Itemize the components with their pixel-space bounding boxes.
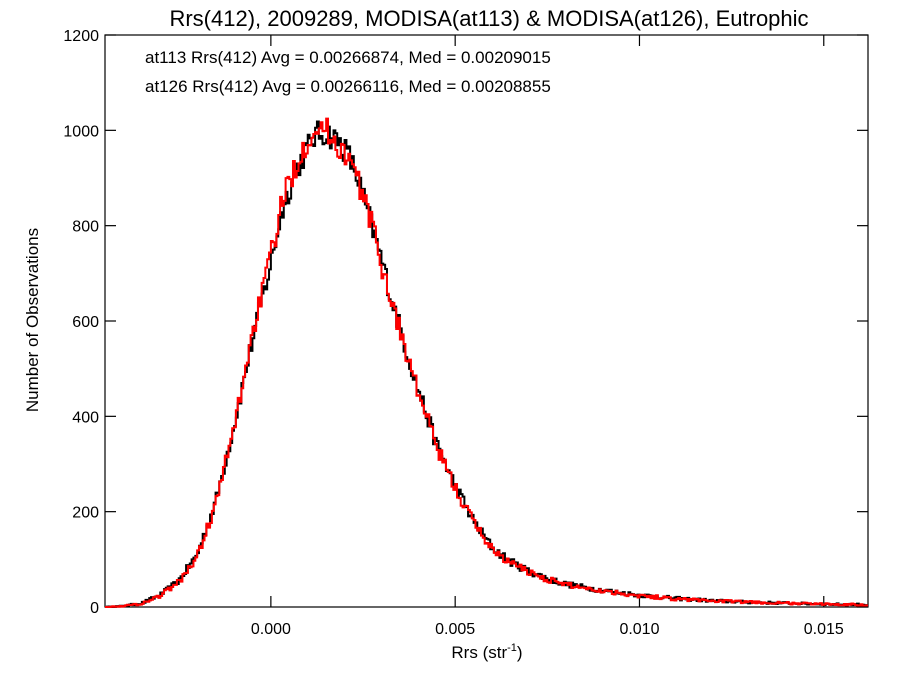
series-line-at113	[105, 120, 868, 608]
x-axis-label-close: )	[517, 643, 523, 662]
legend-entry-at113: at113 Rrs(412) Avg = 0.00266874, Med = 0…	[145, 48, 551, 67]
legend-entry-at126: at126 Rrs(412) Avg = 0.00266116, Med = 0…	[145, 77, 551, 96]
chart-title: Rrs(412), 2009289, MODISA(at113) & MODIS…	[169, 6, 808, 31]
y-tick-label: 600	[72, 314, 99, 331]
x-axis-label-text: Rrs (str	[451, 643, 507, 662]
x-axis-label: Rrs (str-1)	[451, 642, 522, 662]
y-tick-label: 200	[72, 505, 99, 522]
x-tick-label: 0.015	[804, 621, 844, 638]
y-tick-label: 1200	[63, 28, 99, 45]
x-axis-ticks: 0.000 0.005 0.010 0.015	[251, 35, 844, 638]
y-tick-label: 400	[72, 409, 99, 426]
y-tick-label: 1000	[63, 123, 99, 140]
y-axis-ticks: 0 200 400 600 800 1000 1200	[63, 28, 868, 617]
series-layer	[105, 117, 868, 608]
y-tick-label: 0	[90, 600, 99, 617]
x-tick-label: 0.000	[251, 621, 291, 638]
y-axis-label: Number of Observations	[23, 228, 42, 412]
x-tick-label: 0.010	[619, 621, 659, 638]
x-tick-label: 0.005	[435, 621, 475, 638]
y-tick-label: 800	[72, 219, 99, 236]
series-line-at126	[105, 117, 868, 608]
plot-frame	[104, 34, 869, 608]
legend: at113 Rrs(412) Avg = 0.00266874, Med = 0…	[145, 48, 551, 96]
x-axis-label-superscript: -1	[507, 642, 517, 654]
